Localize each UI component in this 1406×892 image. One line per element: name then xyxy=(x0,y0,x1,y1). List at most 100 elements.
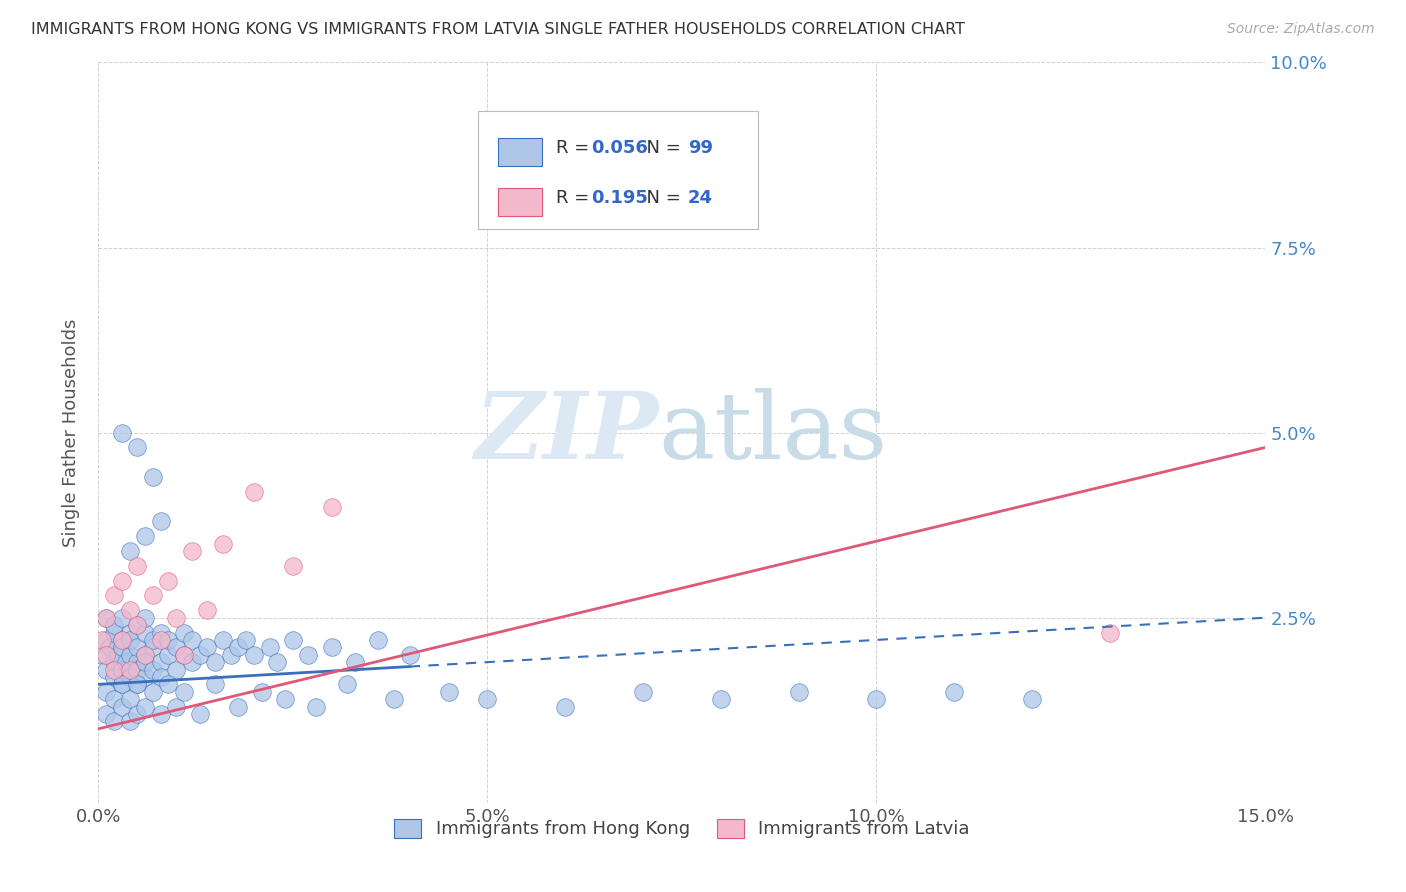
Point xyxy=(134,648,156,662)
Point xyxy=(149,706,172,721)
Point xyxy=(165,663,187,677)
Point xyxy=(437,685,460,699)
Point xyxy=(250,685,273,699)
Point xyxy=(118,692,141,706)
Point xyxy=(134,529,156,543)
Point xyxy=(259,640,281,655)
Point xyxy=(554,699,576,714)
Point xyxy=(631,685,654,699)
Point xyxy=(344,655,367,669)
Point xyxy=(195,603,218,617)
Text: R =: R = xyxy=(555,188,595,207)
Text: atlas: atlas xyxy=(658,388,887,477)
Point xyxy=(180,655,202,669)
Point xyxy=(111,632,134,647)
Point xyxy=(127,441,149,455)
Point xyxy=(149,625,172,640)
Point xyxy=(91,632,114,647)
FancyBboxPatch shape xyxy=(498,138,541,166)
Point xyxy=(204,655,226,669)
Point xyxy=(111,640,134,655)
Point xyxy=(188,706,211,721)
Point xyxy=(96,648,118,662)
Text: R =: R = xyxy=(555,138,595,157)
Point xyxy=(173,685,195,699)
Point xyxy=(134,699,156,714)
Point xyxy=(142,640,165,655)
Point xyxy=(180,632,202,647)
Point xyxy=(157,574,180,588)
Point xyxy=(96,610,118,624)
Text: N =: N = xyxy=(636,188,686,207)
Point xyxy=(118,648,141,662)
Point xyxy=(127,677,149,691)
Point xyxy=(149,515,172,529)
Point xyxy=(787,685,810,699)
Point xyxy=(127,618,149,632)
Point xyxy=(134,648,156,662)
Text: 0.195: 0.195 xyxy=(591,188,648,207)
Point xyxy=(1098,625,1121,640)
Point xyxy=(173,648,195,662)
Point xyxy=(165,699,187,714)
Point xyxy=(149,670,172,684)
Point xyxy=(98,640,121,655)
Point xyxy=(118,625,141,640)
Point xyxy=(103,655,125,669)
Point xyxy=(127,706,149,721)
Point xyxy=(142,589,165,603)
Point xyxy=(235,632,257,647)
Point xyxy=(281,632,304,647)
Point xyxy=(173,648,195,662)
Point xyxy=(111,574,134,588)
Text: ZIP: ZIP xyxy=(474,388,658,477)
Point xyxy=(103,618,125,632)
Point xyxy=(710,692,733,706)
Point xyxy=(142,663,165,677)
Point xyxy=(228,699,250,714)
Point xyxy=(111,699,134,714)
Point xyxy=(118,663,141,677)
Point xyxy=(111,663,134,677)
Point xyxy=(96,610,118,624)
Point xyxy=(212,536,235,550)
Point xyxy=(118,544,141,558)
Point xyxy=(142,632,165,647)
Point xyxy=(149,655,172,669)
Point xyxy=(111,632,134,647)
Point xyxy=(103,670,125,684)
Point xyxy=(103,625,125,640)
Point xyxy=(118,714,141,729)
Text: Source: ZipAtlas.com: Source: ZipAtlas.com xyxy=(1227,22,1375,37)
Point xyxy=(165,640,187,655)
Point xyxy=(103,692,125,706)
Point xyxy=(943,685,966,699)
Point xyxy=(118,670,141,684)
Point xyxy=(477,692,499,706)
FancyBboxPatch shape xyxy=(498,188,541,216)
Point xyxy=(367,632,389,647)
Point xyxy=(157,648,180,662)
Point xyxy=(321,500,343,514)
Point xyxy=(142,685,165,699)
Point xyxy=(118,603,141,617)
Point xyxy=(103,714,125,729)
Point xyxy=(281,558,304,573)
Point xyxy=(173,625,195,640)
Point xyxy=(127,655,149,669)
Point xyxy=(188,648,211,662)
Point xyxy=(118,632,141,647)
Point xyxy=(336,677,359,691)
Point xyxy=(266,655,288,669)
Point xyxy=(91,648,114,662)
Point xyxy=(111,677,134,691)
Point xyxy=(195,640,218,655)
Point xyxy=(127,618,149,632)
Point xyxy=(127,640,149,655)
Point xyxy=(103,589,125,603)
Point xyxy=(243,484,266,499)
Point xyxy=(114,655,136,669)
Point xyxy=(149,632,172,647)
Point xyxy=(321,640,343,655)
Text: IMMIGRANTS FROM HONG KONG VS IMMIGRANTS FROM LATVIA SINGLE FATHER HOUSEHOLDS COR: IMMIGRANTS FROM HONG KONG VS IMMIGRANTS … xyxy=(31,22,965,37)
